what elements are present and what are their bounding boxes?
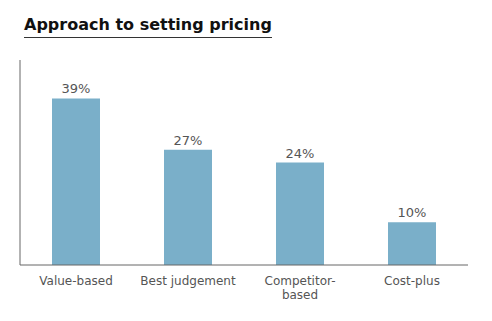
svg-text:Competitor-based: Competitor-based bbox=[265, 274, 336, 302]
svg-text:Value-based: Value-based bbox=[39, 274, 113, 288]
svg-text:Best judgement: Best judgement bbox=[140, 274, 236, 288]
svg-text:10%: 10% bbox=[398, 205, 427, 220]
svg-text:39%: 39% bbox=[62, 81, 91, 96]
svg-text:24%: 24% bbox=[286, 146, 315, 161]
svg-text:Cost-plus: Cost-plus bbox=[384, 274, 440, 288]
html-text:Approach to setting pricing: Approach to setting pricing bbox=[24, 15, 272, 34]
svg-text:27%: 27% bbox=[174, 133, 203, 148]
